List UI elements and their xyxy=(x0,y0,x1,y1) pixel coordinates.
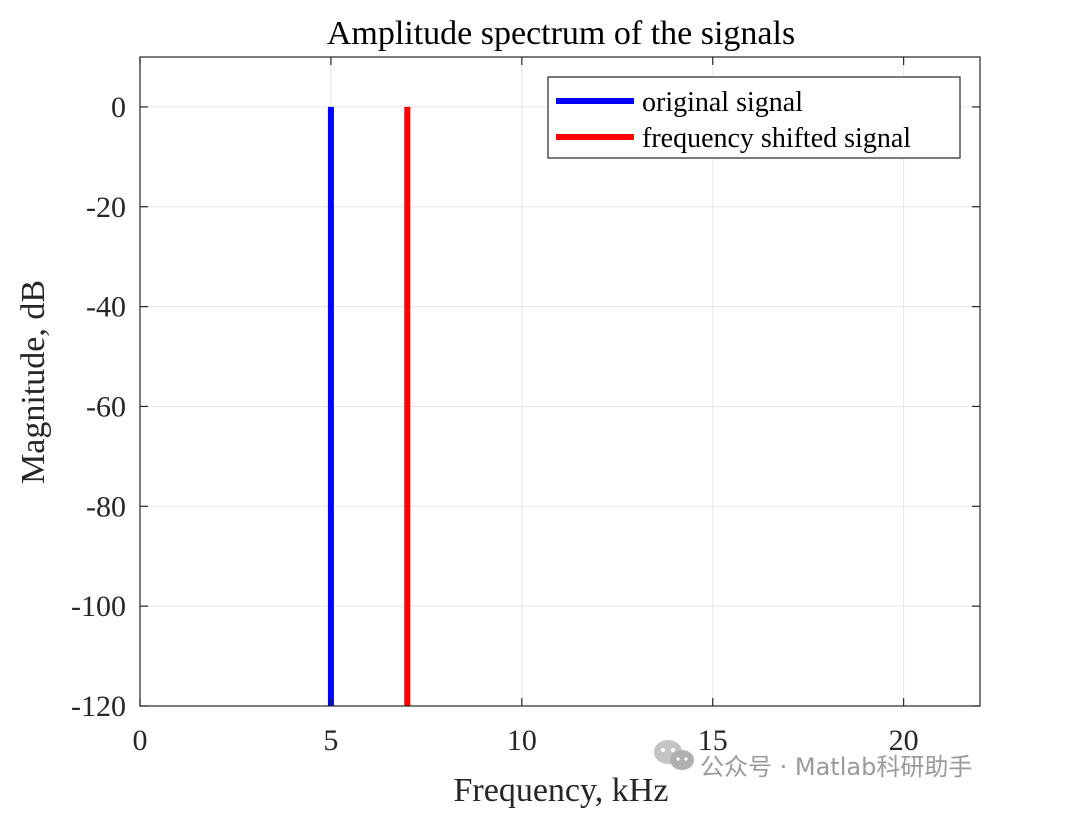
legend-label-original: original signal xyxy=(642,87,803,118)
x-axis-label: Frequency, kHz xyxy=(454,772,669,809)
y-tick-label: 0 xyxy=(111,91,126,124)
series-layer xyxy=(327,106,411,706)
y-tick-label: -20 xyxy=(86,191,126,224)
plot-frame xyxy=(139,56,981,707)
watermark-text: 公众号 · Matlab科研助手 xyxy=(700,753,972,781)
legend-box xyxy=(547,76,961,159)
y-tick-label: -100 xyxy=(71,590,126,623)
y-axis-label: Magnitude, dB xyxy=(15,280,52,484)
legend-label-shifted: frequency shifted signal xyxy=(642,123,911,154)
legend: original signal frequency shifted signal xyxy=(547,76,961,159)
y-tick-label: -60 xyxy=(86,390,126,423)
x-tick-label: 5 xyxy=(323,724,338,757)
tick-labels: 0 5 10 15 20 0 -20 -40 -60 -80 -100 -120 xyxy=(71,91,919,757)
y-tick-label: -120 xyxy=(71,690,126,723)
plot-area xyxy=(140,57,980,706)
y-tick-label: -40 xyxy=(86,291,126,324)
x-tick-label: 20 xyxy=(889,724,919,757)
x-tick-label: 10 xyxy=(507,724,537,757)
watermark: 公众号 · Matlab科研助手 xyxy=(654,740,972,781)
y-tick-label: -80 xyxy=(86,490,126,523)
x-tick-label: 0 xyxy=(133,724,148,757)
x-tick-label: 15 xyxy=(698,724,728,757)
wechat-icon xyxy=(654,740,694,770)
chart-title: Amplitude spectrum of the signals xyxy=(327,15,795,52)
